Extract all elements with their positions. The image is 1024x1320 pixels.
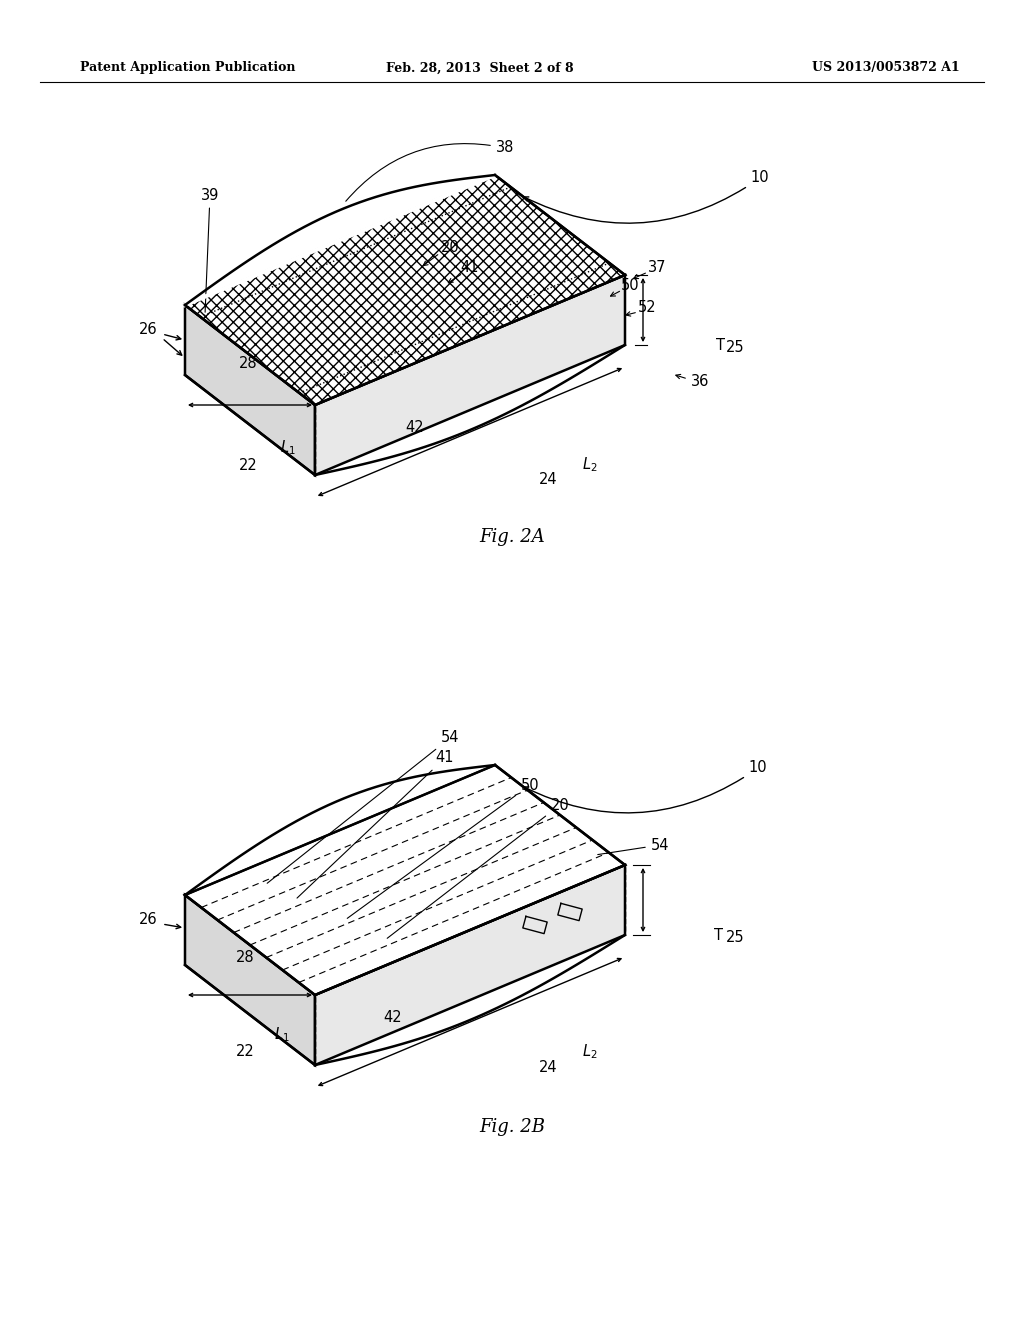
Text: 20: 20: [440, 240, 460, 256]
Text: 22: 22: [239, 458, 257, 473]
Polygon shape: [315, 275, 625, 475]
Text: $L_2$: $L_2$: [583, 1043, 598, 1061]
Text: 24: 24: [539, 1060, 557, 1076]
Text: 50: 50: [347, 777, 540, 919]
Text: 10: 10: [524, 760, 767, 813]
Text: Fig. 2B: Fig. 2B: [479, 1118, 545, 1137]
Text: 42: 42: [384, 1010, 402, 1024]
Text: 54: 54: [267, 730, 459, 883]
Text: 39: 39: [201, 187, 219, 313]
Text: 26: 26: [138, 912, 158, 928]
Text: Fig. 2A: Fig. 2A: [479, 528, 545, 546]
Text: 52: 52: [638, 301, 656, 315]
Text: 26: 26: [138, 322, 158, 338]
Text: 41: 41: [461, 260, 479, 276]
Text: 54: 54: [598, 837, 670, 854]
Text: $L_1$: $L_1$: [274, 1026, 290, 1044]
Polygon shape: [185, 305, 315, 475]
Text: 28: 28: [239, 355, 257, 371]
Text: 10: 10: [524, 170, 769, 223]
Polygon shape: [315, 865, 625, 1065]
Text: T: T: [714, 928, 723, 942]
Text: 50: 50: [621, 277, 639, 293]
Text: $L_2$: $L_2$: [583, 455, 598, 474]
Polygon shape: [185, 176, 625, 405]
Text: Feb. 28, 2013  Sheet 2 of 8: Feb. 28, 2013 Sheet 2 of 8: [386, 62, 573, 74]
Polygon shape: [185, 766, 625, 995]
Text: 36: 36: [691, 375, 710, 389]
Text: 20: 20: [387, 797, 569, 939]
Text: T: T: [716, 338, 725, 352]
Text: 25: 25: [726, 341, 744, 355]
Text: 41: 41: [297, 751, 455, 898]
Text: 42: 42: [406, 420, 424, 434]
Text: 24: 24: [539, 473, 557, 487]
Text: 38: 38: [346, 140, 514, 201]
Text: US 2013/0053872 A1: US 2013/0053872 A1: [812, 62, 961, 74]
Text: 25: 25: [726, 931, 744, 945]
Text: 28: 28: [236, 950, 254, 965]
Text: $L_1$: $L_1$: [281, 438, 296, 457]
Polygon shape: [185, 895, 315, 1065]
Text: 22: 22: [236, 1044, 254, 1060]
Text: 37: 37: [648, 260, 667, 275]
Text: Patent Application Publication: Patent Application Publication: [80, 62, 296, 74]
